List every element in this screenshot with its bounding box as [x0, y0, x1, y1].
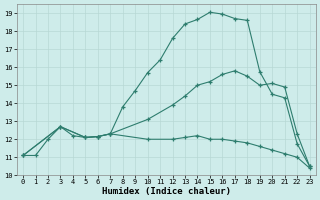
X-axis label: Humidex (Indice chaleur): Humidex (Indice chaleur): [102, 187, 231, 196]
